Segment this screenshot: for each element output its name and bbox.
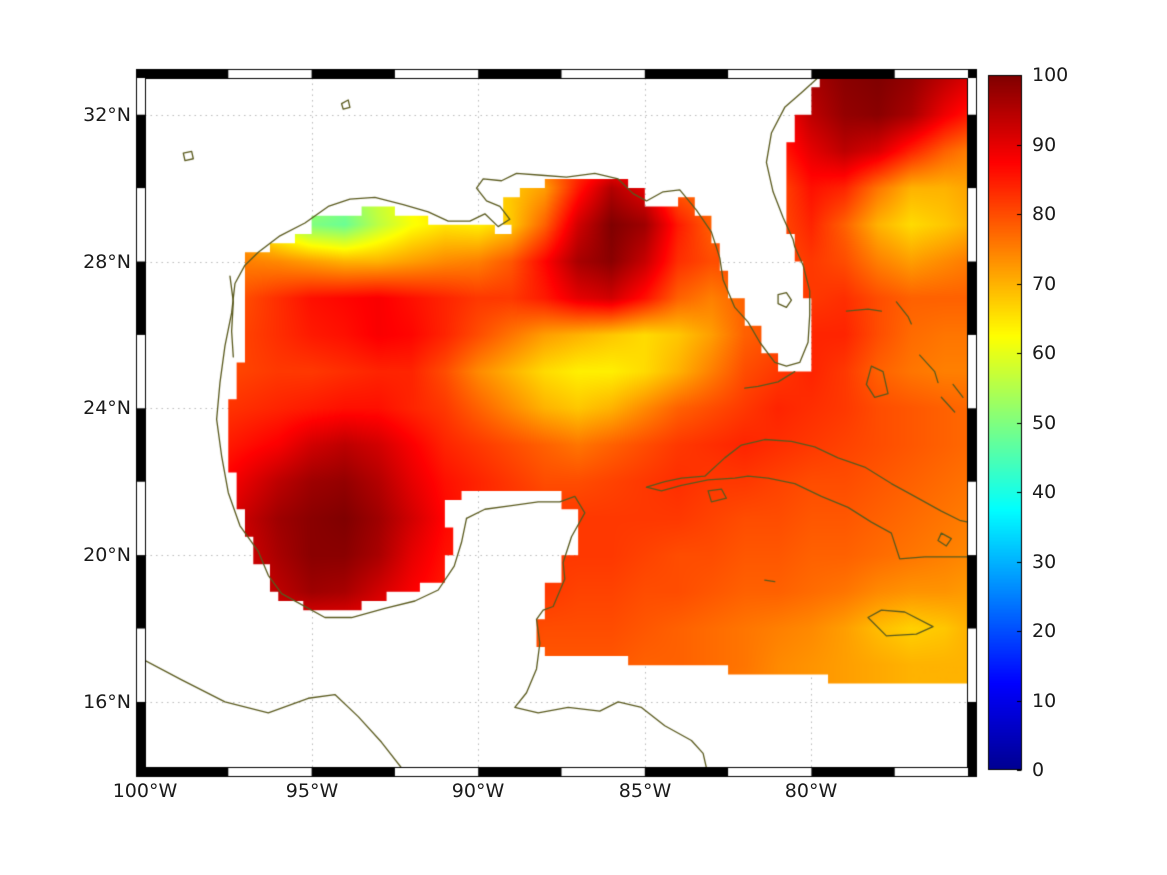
lon-tick-label: 80°W (784, 780, 838, 802)
lat-tick-label: 28°N (83, 251, 131, 273)
lon-tick-label: 90°W (451, 780, 505, 802)
colorbar-tick-label: 70 (1032, 272, 1057, 295)
lon-tick-label: 95°W (285, 780, 339, 802)
colorbar-tick-label: 60 (1032, 342, 1057, 364)
colorbar-tick-label: 50 (1032, 411, 1057, 434)
lat-tick-label: 24°N (83, 397, 131, 419)
colorbar-tick-label: 10 (1032, 689, 1057, 712)
lon-tick-label: 100°W (112, 780, 178, 802)
colorbar-tick-label: 80 (1032, 203, 1057, 225)
colorbar-tick-label: 30 (1032, 550, 1057, 573)
lat-tick-label: 16°N (83, 691, 131, 713)
lat-tick-label: 32°N (83, 104, 131, 126)
lon-tick-label: 85°W (618, 780, 672, 802)
colorbar-tick-label: 40 (1032, 481, 1057, 503)
lat-tick-label: 20°N (83, 544, 131, 566)
colorbar-tick-label: 0 (1032, 759, 1045, 781)
colorbar-tick-label: 20 (1032, 620, 1057, 642)
colorbar-tick-label: 100 (1032, 64, 1069, 86)
colorbar-tick-label: 90 (1032, 133, 1057, 156)
